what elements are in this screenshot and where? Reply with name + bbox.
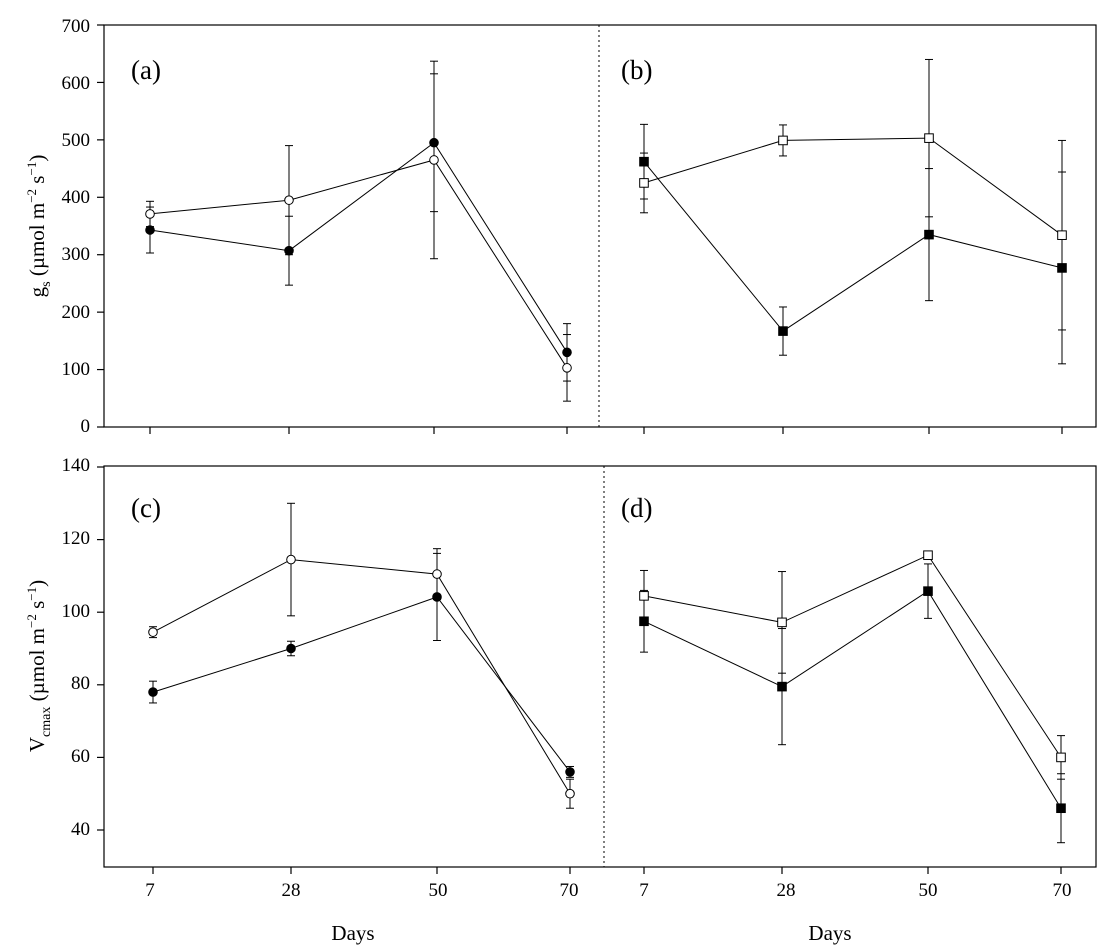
y-tick-label-top: 300: [62, 244, 91, 265]
series-b-0: [640, 124, 1067, 363]
y-tick-label-top: 600: [62, 73, 91, 94]
data-point: [925, 134, 934, 143]
top-frame: [104, 25, 1096, 427]
data-point: [924, 587, 933, 596]
y-tick-label-bottom: 140: [62, 455, 91, 476]
figure: (a) (b) (c) (d) gs (µmol m−2 s−1) Vcmax …: [0, 0, 1110, 952]
panel-label-c: (c): [131, 493, 161, 523]
series-line: [153, 560, 570, 794]
data-point: [433, 570, 442, 579]
x-tick-label: 28: [282, 880, 301, 901]
data-point: [563, 364, 572, 373]
data-point: [778, 682, 787, 691]
data-point: [566, 789, 575, 798]
series-b-1: [640, 59, 1067, 329]
y-tick-label-top: 100: [62, 359, 91, 380]
data-point: [640, 592, 649, 601]
data-point: [285, 196, 294, 205]
y-axis-title-top: gs (µmol m−2 s−1): [24, 155, 54, 298]
x-tick-label: 7: [639, 880, 649, 901]
y-axis-title-bottom: Vcmax (µmol m−2 s−1): [24, 580, 54, 752]
series-d-0: [640, 564, 1066, 843]
data-point: [778, 618, 787, 627]
data-point: [925, 230, 934, 239]
series-line: [644, 591, 1061, 808]
series-line: [644, 555, 1061, 757]
x-axis-title-left: Days: [331, 921, 374, 945]
ticks-layer: [97, 25, 1062, 874]
data-point: [430, 156, 439, 165]
y-tick-label-bottom: 100: [62, 601, 91, 622]
panel-label-b: (b): [621, 55, 652, 85]
x-tick-label: 70: [560, 880, 579, 901]
series-d-1: [640, 551, 1066, 779]
data-point: [1057, 804, 1066, 813]
series-line: [644, 138, 1062, 235]
series-a-0: [146, 74, 572, 381]
x-tick-label: 7: [145, 880, 155, 901]
data-point: [924, 551, 933, 560]
x-tick-label: 50: [429, 880, 448, 901]
y-tick-label-top: 200: [62, 302, 91, 323]
x-tick-label: 70: [1053, 880, 1072, 901]
data-point: [146, 210, 155, 219]
y-tick-label-top: 400: [62, 187, 91, 208]
series-line: [150, 160, 567, 368]
data-point: [287, 555, 296, 564]
y-tick-label-bottom: 40: [71, 819, 90, 840]
y-tick-label-top: 500: [62, 130, 91, 151]
series-line: [644, 162, 1062, 331]
data-point: [779, 327, 788, 336]
data-point: [287, 644, 296, 653]
data-point: [149, 628, 158, 637]
y-tick-label-bottom: 120: [62, 528, 91, 549]
series-line: [150, 143, 567, 353]
series-a-1: [146, 61, 572, 401]
data-layer: [146, 59, 1067, 842]
y-tick-label-bottom: 80: [71, 673, 90, 694]
x-tick-label: 50: [919, 880, 938, 901]
data-point: [640, 179, 649, 188]
data-point: [566, 768, 575, 777]
data-point: [779, 136, 788, 145]
y-tick-label-top: 0: [81, 416, 91, 437]
x-tick-label: 28: [777, 880, 796, 901]
panel-label-d: (d): [621, 493, 652, 523]
data-point: [1058, 231, 1067, 240]
data-point: [1057, 753, 1066, 762]
series-c-1: [149, 503, 575, 808]
y-tick-label-top: 700: [62, 16, 91, 37]
y-tick-label-bottom: 60: [71, 746, 90, 767]
series-c-0: [149, 553, 575, 777]
panel-label-a: (a): [131, 55, 161, 85]
x-axis-title-right: Days: [808, 921, 851, 945]
series-line: [153, 597, 570, 772]
bottom-frame: [104, 466, 1096, 867]
data-point: [149, 688, 158, 697]
